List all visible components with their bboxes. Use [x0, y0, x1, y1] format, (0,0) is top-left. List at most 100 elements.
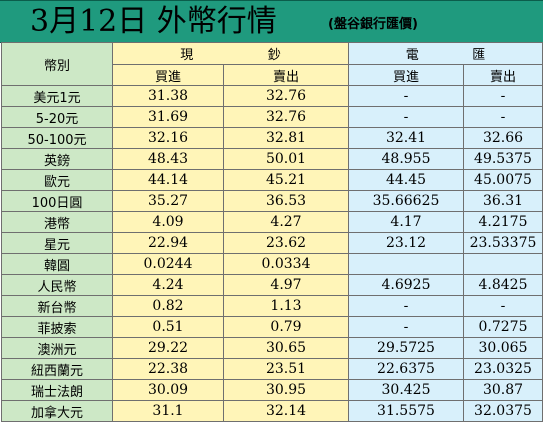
cash-group-header: 現 鈔 [112, 42, 349, 65]
table-header-row: 幣別 現 鈔 電 匯 [1, 42, 543, 86]
tt-buy-cell: - [348, 106, 464, 128]
cash-buy-cell: 44.14 [112, 169, 224, 191]
tt-buy-cell: 4.6925 [348, 274, 464, 296]
tt-sell-cell: 4.8425 [463, 274, 543, 296]
cash-sell-cell: 4.97 [223, 274, 349, 296]
tt-buy-cell: 48.955 [348, 148, 464, 170]
cash-buy-cell: 4.24 [112, 274, 224, 296]
tt-buy-cell: 31.5575 [348, 400, 464, 422]
currency-name-cell: 瑞士法朗 [1, 379, 113, 401]
tt-sell-cell: 30.065 [463, 337, 543, 359]
cash-buy-cell: 29.22 [112, 337, 224, 359]
currency-name-cell: 100日圓 [1, 190, 113, 212]
table-row: 英鎊 48.43 50.01 48.955 49.5375 [1, 148, 543, 170]
table-row: 歐元 44.14 45.21 44.45 45.0075 [1, 169, 543, 191]
cash-sell-cell: 32.76 [223, 85, 349, 107]
tt-sell-cell: 49.5375 [463, 148, 543, 170]
currency-name-cell: 歐元 [1, 169, 113, 191]
tt-buy-cell: 32.41 [348, 127, 464, 149]
cash-sell-cell: 0.0334 [223, 253, 349, 275]
cash-sell-cell: 36.53 [223, 190, 349, 212]
tt-buy-cell: 29.5725 [348, 337, 464, 359]
tt-sell-cell: 45.0075 [463, 169, 543, 191]
tt-buy-header: 買進 [348, 64, 464, 86]
tt-sell-cell: 0.7275 [463, 316, 543, 338]
tt-buy-cell: 35.66625 [348, 190, 464, 212]
cash-buy-cell: 4.09 [112, 211, 224, 233]
tt-sell-cell: - [463, 85, 543, 107]
cash-sell-cell: 45.21 [223, 169, 349, 191]
currency-name-cell: 菲披索 [1, 316, 113, 338]
currency-name-cell: 50-100元 [1, 127, 113, 149]
title-bar: 3月12日 外幣行情 (盤谷銀行匯價) [0, 0, 543, 43]
cash-sell-cell: 23.51 [223, 358, 349, 380]
tt-buy-cell: 30.425 [348, 379, 464, 401]
currency-name-cell: 新台幣 [1, 295, 113, 317]
cash-buy-cell: 30.09 [112, 379, 224, 401]
currency-name-cell: 英鎊 [1, 148, 113, 170]
table-row: 100日圓 35.27 36.53 35.66625 36.31 [1, 190, 543, 212]
cash-buy-cell: 32.16 [112, 127, 224, 149]
cash-sell-cell: 1.13 [223, 295, 349, 317]
tt-sell-cell: - [463, 295, 543, 317]
tt-buy-cell [348, 253, 464, 275]
cash-buy-cell: 31.1 [112, 400, 224, 422]
cash-buy-cell: 35.27 [112, 190, 224, 212]
tt-buy-cell: 44.45 [348, 169, 464, 191]
tt-sell-cell: 23.53375 [463, 232, 543, 254]
tt-buy-cell: - [348, 295, 464, 317]
table-row: 5-20元 31.69 32.76- - [1, 106, 543, 128]
tt-buy-cell: 23.12 [348, 232, 464, 254]
telegraphic-transfer-group-header: 電 匯 [348, 42, 543, 65]
tt-buy-cell: 22.6375 [348, 358, 464, 380]
cash-buy-header: 買進 [112, 64, 224, 86]
cash-sell-cell: 30.95 [223, 379, 349, 401]
tt-sell-cell: 30.87 [463, 379, 543, 401]
table-row: 澳洲元 29.22 30.65 29.5725 30.065 [1, 337, 543, 359]
cash-sell-header: 賣出 [223, 64, 349, 86]
tt-sell-cell: 4.2175 [463, 211, 543, 233]
table-row: 星元 22.94 23.62 23.12 23.53375 [1, 232, 543, 254]
cash-sell-cell: 23.62 [223, 232, 349, 254]
currency-column-header: 幣別 [1, 42, 113, 86]
page-title: 3月12日 外幣行情 [30, 4, 277, 39]
currency-name-cell: 韓圓 [1, 253, 113, 275]
tt-buy-cell: 4.17 [348, 211, 464, 233]
currency-name-cell: 港幣 [1, 211, 113, 233]
currency-name-cell: 星元 [1, 232, 113, 254]
tt-sell-cell: 36.31 [463, 190, 543, 212]
tt-sell-header: 賣出 [463, 64, 543, 86]
table-row: 瑞士法朗 30.09 30.95 30.425 30.87 [1, 379, 543, 401]
table-row: 菲披索 0.51 0.79-0.7275 [1, 316, 543, 338]
cash-sell-cell: 32.81 [223, 127, 349, 149]
cash-buy-cell: 22.38 [112, 358, 224, 380]
table-row: 50-100元 32.16 32.81 32.41 32.66 [1, 127, 543, 149]
cash-sell-cell: 32.14 [223, 400, 349, 422]
currency-name-cell: 人民幣 [1, 274, 113, 296]
currency-name-cell: 5-20元 [1, 106, 113, 128]
table-row: 新台幣 0.82 1.13- - [1, 295, 543, 317]
table-row: 港幣 4.09 4.27 4.17 4.2175 [1, 211, 543, 233]
table-row: 美元1元 31.38 32.76- - [1, 85, 543, 107]
currency-name-cell: 紐西蘭元 [1, 358, 113, 380]
table-row: 紐西蘭元 22.38 23.51 22.6375 23.0325 [1, 358, 543, 380]
tt-buy-cell: - [348, 85, 464, 107]
exchange-rate-table: 幣別 現 鈔 電 匯 買進 賣出 買進 賣出 [1, 42, 543, 422]
cash-buy-cell: 31.69 [112, 106, 224, 128]
cash-buy-cell: 0.0244 [112, 253, 224, 275]
cash-buy-cell: 48.43 [112, 148, 224, 170]
cash-buy-cell: 31.38 [112, 85, 224, 107]
cash-buy-cell: 0.51 [112, 316, 224, 338]
cash-buy-cell: 22.94 [112, 232, 224, 254]
currency-name-cell: 澳洲元 [1, 337, 113, 359]
table-row: 韓圓 0.0244 0.0334 [1, 253, 543, 275]
tt-sell-cell: 32.0375 [463, 400, 543, 422]
bank-subtitle: (盤谷銀行匯價) [328, 17, 418, 32]
currency-name-cell: 美元1元 [1, 85, 113, 107]
tt-sell-cell [463, 253, 543, 275]
tt-sell-cell: - [463, 106, 543, 128]
currency-name-cell: 加拿大元 [1, 400, 113, 422]
tt-sell-cell: 32.66 [463, 127, 543, 149]
cash-buy-cell: 0.82 [112, 295, 224, 317]
